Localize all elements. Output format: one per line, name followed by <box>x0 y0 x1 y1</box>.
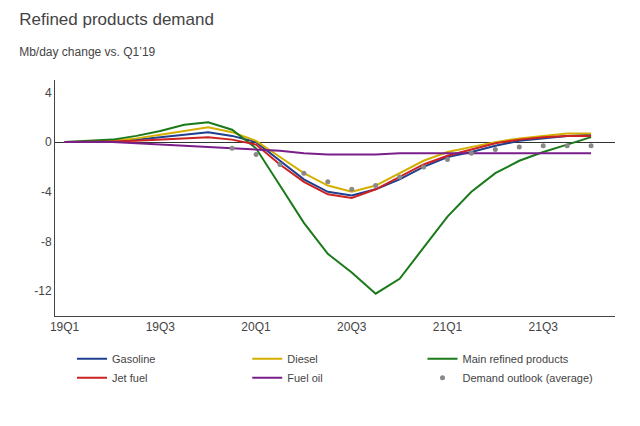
svg-text:Fuel oil: Fuel oil <box>287 372 322 384</box>
svg-text:-4: -4 <box>41 185 52 199</box>
svg-text:20Q3: 20Q3 <box>337 320 367 334</box>
svg-text:Demand outlook (average): Demand outlook (average) <box>463 372 593 384</box>
svg-text:Diesel: Diesel <box>287 353 318 365</box>
svg-text:Gasoline: Gasoline <box>112 353 155 365</box>
svg-text:Refined products demand: Refined products demand <box>19 10 214 29</box>
svg-text:20Q1: 20Q1 <box>241 320 271 334</box>
svg-text:Main refined products: Main refined products <box>463 353 569 365</box>
svg-text:19Q1: 19Q1 <box>50 320 80 334</box>
svg-text:Mb/day change vs. Q1’19: Mb/day change vs. Q1’19 <box>19 45 155 59</box>
svg-text:Jet fuel: Jet fuel <box>112 372 147 384</box>
svg-text:4: 4 <box>45 86 52 100</box>
svg-text:21Q3: 21Q3 <box>529 320 559 334</box>
svg-text:-8: -8 <box>41 235 52 249</box>
svg-text:0: 0 <box>45 135 52 149</box>
svg-text:-12: -12 <box>34 284 52 298</box>
svg-text:19Q3: 19Q3 <box>146 320 176 334</box>
svg-text:21Q1: 21Q1 <box>433 320 463 334</box>
